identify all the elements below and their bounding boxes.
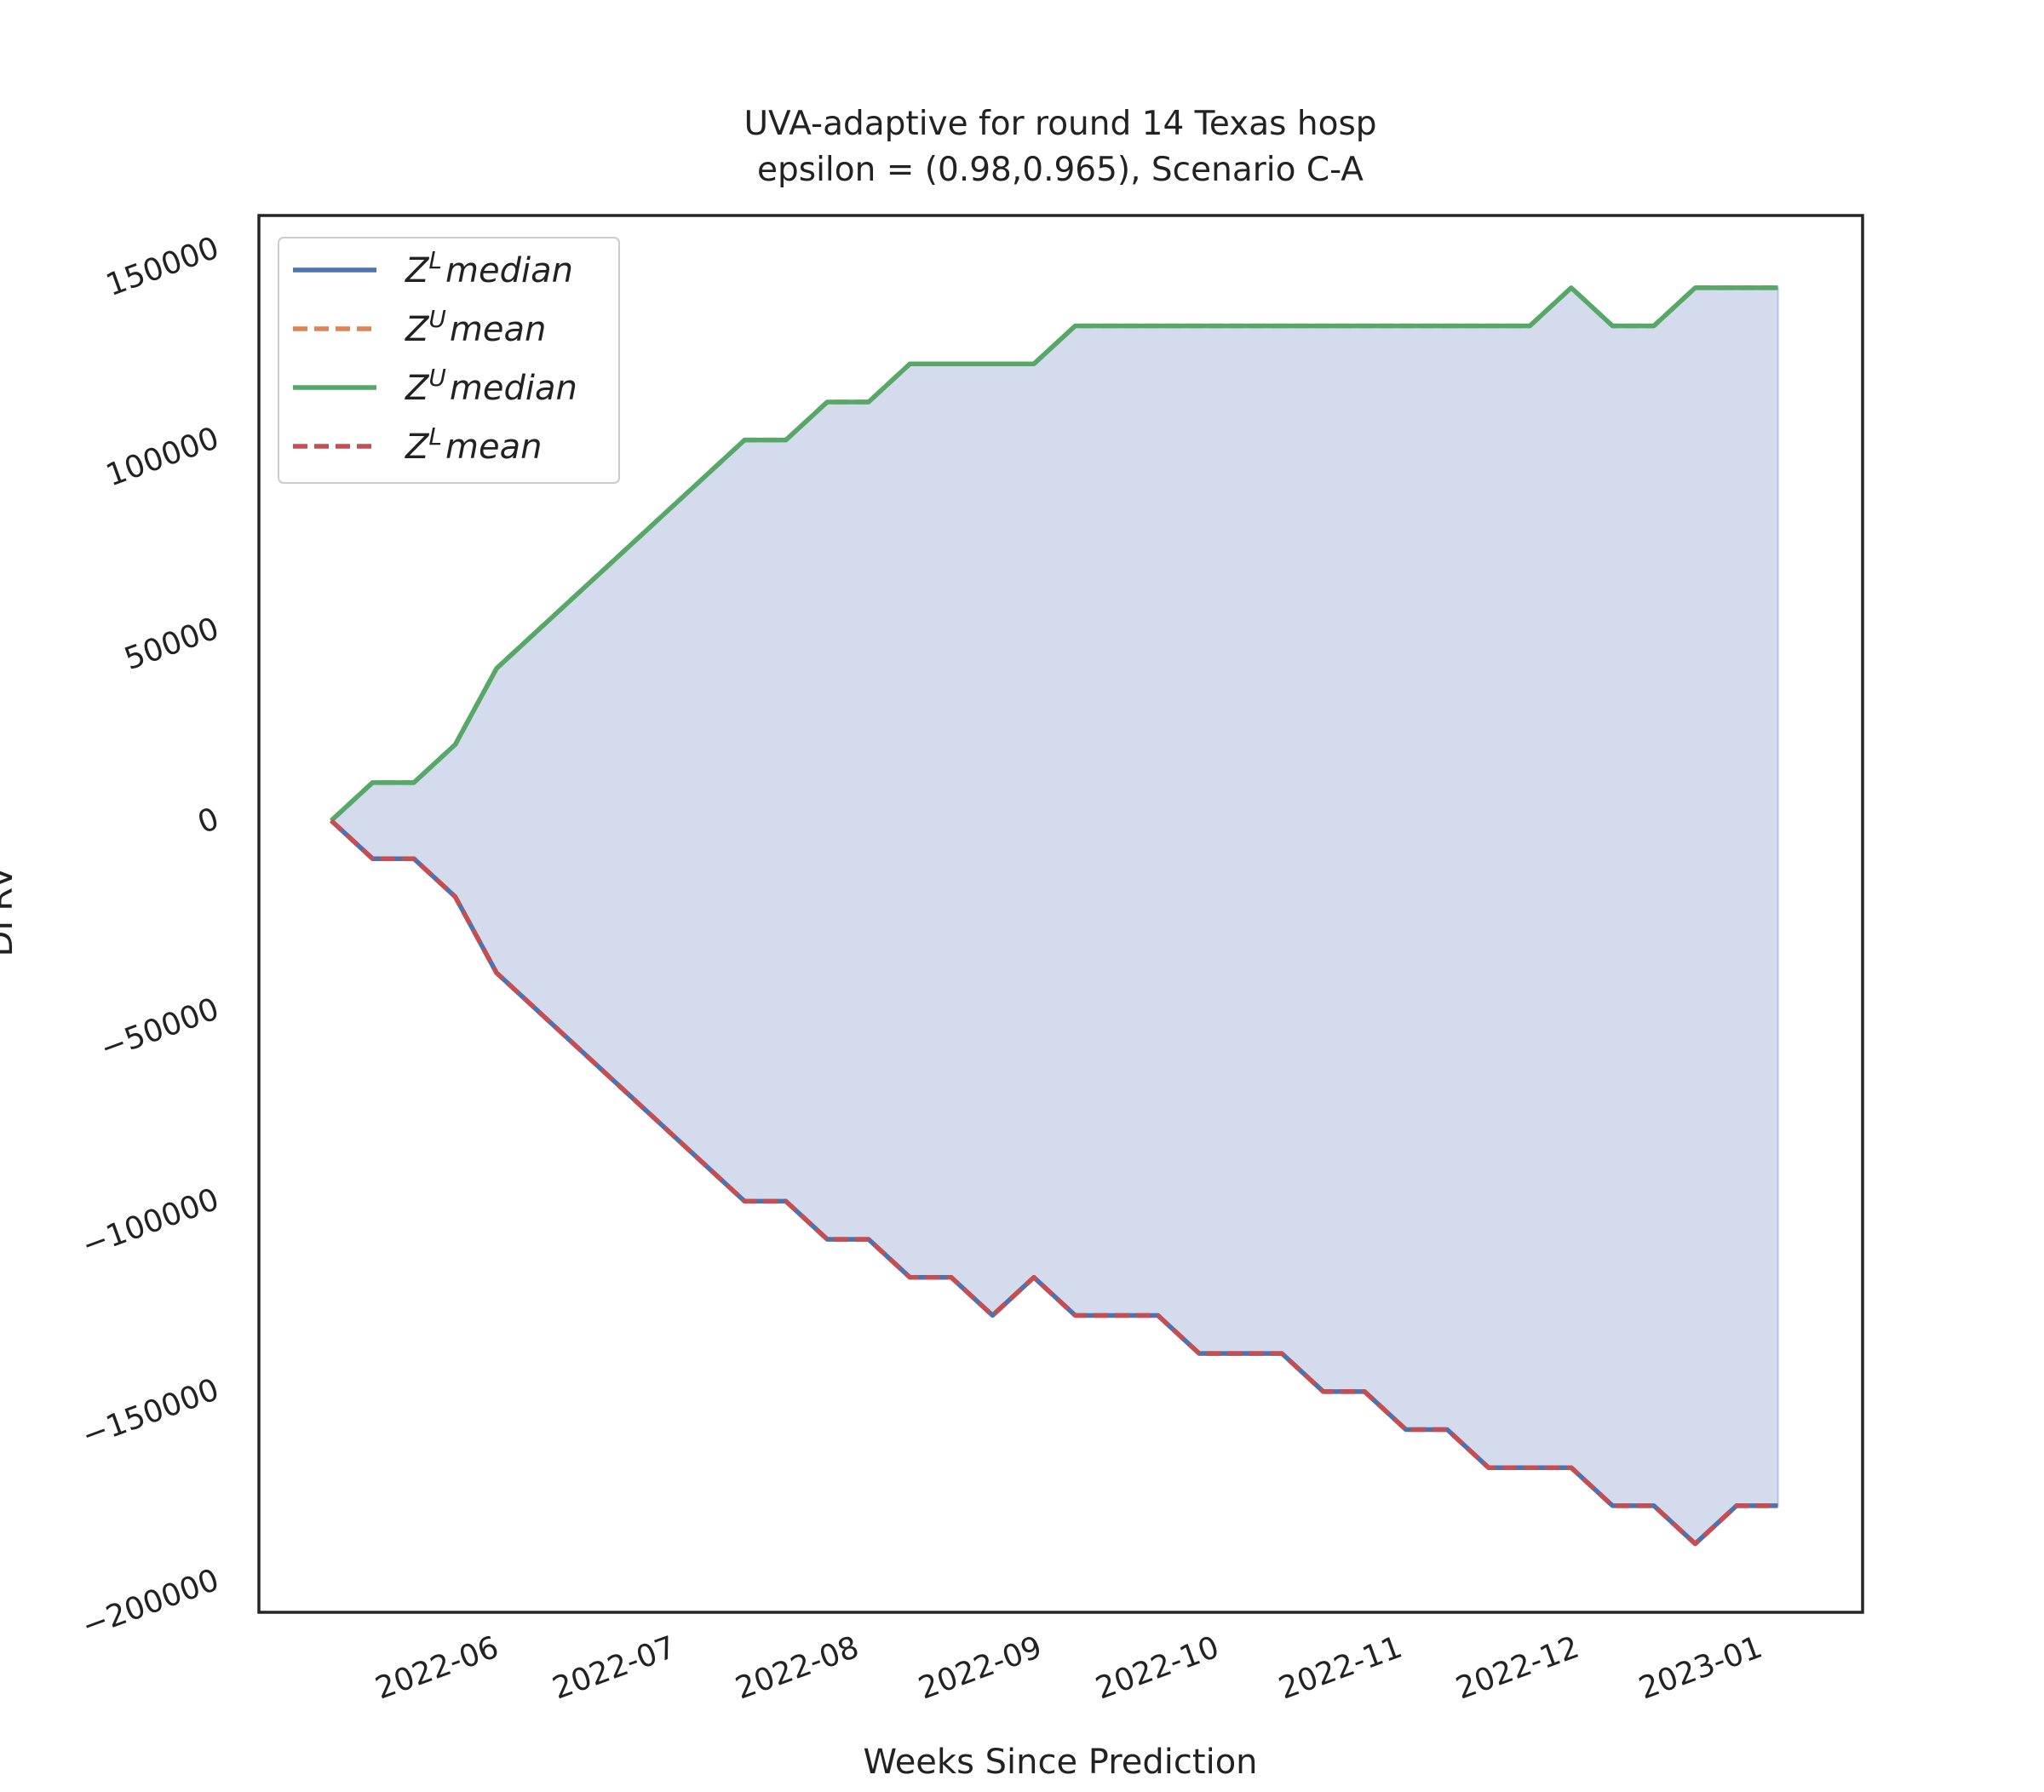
chart-title: UVA-adaptive for round 14 Texas hosp [744,105,1376,143]
y-tick-label: −200000 [78,1563,224,1645]
legend-label: ZL mean [405,422,542,467]
x-tick-label: 2022-08 [731,1630,863,1707]
x-tick-label: 2022-06 [371,1630,503,1707]
y-tick-label: 0 [193,801,224,841]
legend: ZL median ZU mean ZU median ZL mean [278,237,620,484]
legend-box [278,237,620,484]
x-tick-label: 2022-07 [548,1630,680,1707]
legend-label: ZU median [405,364,577,408]
y-tick-label: −100000 [78,1182,224,1264]
y-tick-label: 150000 [101,231,223,304]
legend-label: ZU mean [405,305,546,349]
x-tick-label: 2023-01 [1634,1630,1766,1707]
plot-area [330,285,1779,1547]
y-tick-label: −50000 [96,991,224,1066]
y-tick-label: −150000 [78,1372,224,1454]
chart-subtitle: epsilon = (0.98,0.965), Scenario C-A [757,151,1364,189]
y-tick-label: 100000 [101,421,223,494]
legend-label: ZL median [405,246,573,290]
x-tick-label: 2022-09 [914,1630,1046,1707]
series-line [330,285,1778,823]
x-axis-label: Weeks Since Prediction [863,1743,1257,1782]
y-tick-label: 50000 [120,611,224,677]
x-tick-label: 2022-10 [1091,1630,1223,1707]
axes-frame [257,214,1864,1614]
series-line [330,818,1778,1547]
y-axis-label: DFRV [0,865,20,956]
x-tick-label: 2022-11 [1274,1630,1406,1707]
x-tick-label: 2022-12 [1451,1630,1583,1707]
